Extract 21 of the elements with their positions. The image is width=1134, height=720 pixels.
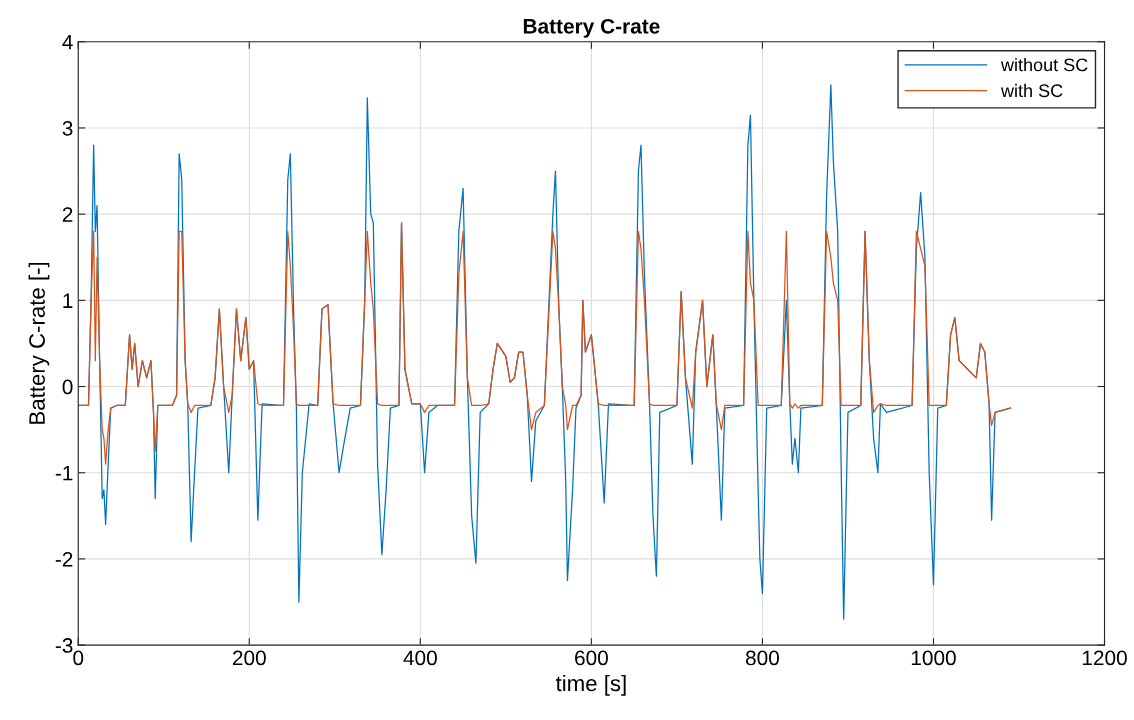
x-tick-label: 600 — [575, 650, 608, 666]
chart-title: Battery C-rate — [523, 18, 660, 38]
line-series — [78, 222, 1012, 465]
y-tick-label: 3 — [62, 120, 73, 136]
y-tick-label: 1 — [63, 293, 73, 308]
x-tick-label: 0 — [73, 650, 84, 666]
legend-label: with SC — [1000, 83, 1063, 98]
legend-label: without SC — [1000, 58, 1088, 72]
y-tick-label: -3 — [55, 638, 73, 653]
y-tick-label: 2 — [62, 207, 73, 222]
x-tick-label: 1200 — [1082, 650, 1127, 666]
x-tick-label: 200 — [232, 650, 266, 666]
y-axis-title: Battery C-rate [-] — [28, 262, 50, 424]
x-tick-label: 400 — [403, 650, 437, 666]
x-tick-label: 800 — [745, 650, 779, 666]
y-tick-label: -2 — [55, 551, 73, 567]
y-tick-label: 4 — [62, 34, 73, 50]
x-axis-title: time [s] — [555, 674, 626, 696]
y-tick-label: -1 — [55, 465, 73, 481]
x-tick-label: 1000 — [911, 650, 956, 666]
y-tick-label: 0 — [62, 379, 73, 395]
